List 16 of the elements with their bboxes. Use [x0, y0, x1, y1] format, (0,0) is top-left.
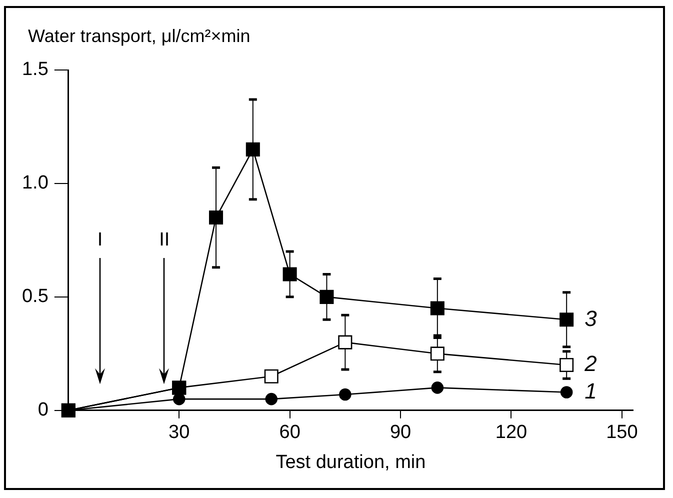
x-tick-label: 120 — [495, 422, 528, 444]
annotation: I — [97, 229, 103, 250]
y-tick-label: 1.0 — [22, 172, 48, 194]
series-label: 2 — [584, 351, 597, 376]
x-axis-title: Test duration, min — [276, 452, 426, 473]
x-tick-label: 60 — [279, 422, 300, 444]
y-tick-label: 1.5 — [22, 59, 48, 80]
y-tick-label: 0 — [38, 400, 48, 421]
y-axis-title: Water transport, μl/cm²×min — [28, 26, 250, 46]
x-tick-label: 90 — [390, 422, 412, 444]
annotation: II — [159, 229, 170, 250]
series-label: 1 — [584, 378, 597, 404]
series-label: 3 — [584, 306, 598, 331]
x-tick-label: 150 — [606, 422, 638, 444]
y-tick-label: 0.5 — [22, 286, 48, 308]
x-tick-label: 30 — [168, 422, 190, 444]
